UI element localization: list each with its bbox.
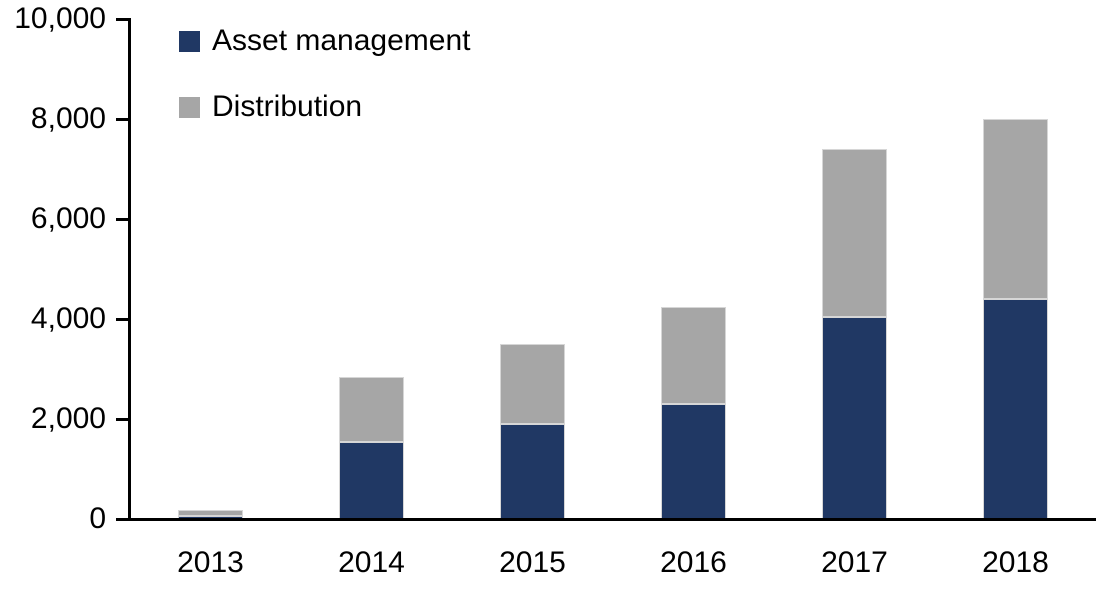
x-tick-label-2014: 2014	[338, 546, 405, 579]
bar-segment-distribution-2014	[339, 376, 404, 442]
legend-label-asset-management: Asset management	[212, 24, 471, 57]
x-tick-label-2015: 2015	[499, 546, 566, 579]
bar-segment-distribution-2016	[661, 306, 726, 404]
x-axis-line	[128, 518, 1096, 521]
y-tick-mark	[116, 117, 129, 121]
bar-segment-distribution-2018	[983, 119, 1048, 299]
chart-legend: Asset management Distribution	[179, 24, 471, 159]
y-tick-label: 2,000	[30, 402, 106, 435]
y-tick-mark	[116, 317, 129, 321]
x-tick-label-2013: 2013	[177, 546, 244, 579]
y-axis-line	[128, 18, 131, 520]
legend-item-asset-management: Asset management	[179, 24, 471, 57]
bar-segment-distribution-2013	[178, 509, 243, 516]
legend-label-distribution: Distribution	[212, 90, 363, 123]
y-tick-mark	[116, 517, 129, 521]
y-tick-label: 6,000	[30, 202, 106, 235]
x-tick-label-2017: 2017	[821, 546, 888, 579]
y-tick-mark	[116, 417, 129, 421]
bar-segment-asset-management-2015	[500, 424, 565, 519]
x-tick-label-2016: 2016	[660, 546, 727, 579]
y-tick-label: 0	[89, 502, 106, 535]
y-tick-label: 10,000	[14, 2, 106, 35]
bar-segment-asset-management-2014	[339, 441, 404, 519]
bar-segment-asset-management-2016	[661, 404, 726, 519]
y-tick-label: 4,000	[30, 302, 106, 335]
legend-swatch-asset-management	[179, 30, 200, 52]
y-tick-label: 8,000	[30, 102, 106, 135]
bar-segment-distribution-2017	[822, 149, 887, 317]
legend-swatch-distribution	[179, 96, 200, 118]
bar-segment-distribution-2015	[500, 344, 565, 424]
bar-segment-asset-management-2017	[822, 316, 887, 519]
y-tick-mark	[116, 217, 129, 221]
bar-segment-asset-management-2018	[983, 299, 1048, 519]
x-tick-label-2018: 2018	[982, 546, 1049, 579]
y-tick-mark	[116, 17, 129, 21]
legend-item-distribution: Distribution	[179, 90, 470, 123]
